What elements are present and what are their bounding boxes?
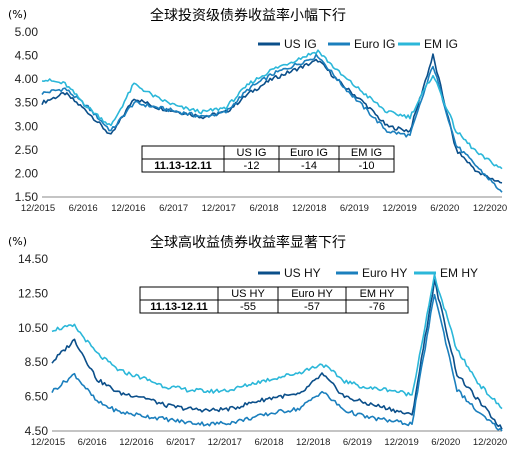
x-tick-label: 12/2016 [119, 437, 153, 448]
table-period: 11.13-12.11 [154, 160, 212, 172]
x-tick-label: 12/2017 [202, 203, 236, 214]
x-tick-label: 6/2018 [249, 203, 278, 214]
series-line-us-ig [41, 53, 503, 184]
change-table: 11.13-12.11 US IG-12 Euro IG-14 EM IG-10 [141, 145, 395, 173]
ig-yield-chart: 全球投资级债券收益率小幅下行 (%) 5.00 4.50 4.00 3.50 3.00 2.5… [8, 7, 507, 214]
y-tick-label: 3.00 [15, 119, 39, 133]
table-value: -76 [369, 301, 385, 313]
change-table: 11.13-12.11 US HY-55 Euro HY-57 EM HY-76 [139, 286, 409, 314]
x-tick-label: 6/2017 [159, 203, 188, 214]
y-tick-label: 14.50 [18, 252, 48, 266]
x-tick-label: 6/2016 [78, 437, 107, 448]
y-tick-label: 5.00 [15, 25, 39, 39]
x-tick-label: 6/2020 [431, 437, 460, 448]
x-tick-label: 6/2020 [430, 203, 459, 214]
y-tick-label: 10.50 [18, 321, 48, 335]
table-value: -10 [359, 160, 375, 172]
table-value: -14 [301, 160, 317, 172]
y-unit-label: (%) [8, 8, 27, 21]
y-tick-label: 4.00 [15, 72, 39, 86]
x-tick-label: 6/2019 [343, 437, 372, 448]
table-header: US HY [231, 288, 265, 300]
x-tick-label: 12/2016 [111, 203, 145, 214]
x-tick-label: 6/2019 [340, 203, 369, 214]
x-tick-label: 12/2019 [382, 203, 416, 214]
x-tick-label: 12/2015 [31, 437, 65, 448]
table-header: EM IG [351, 147, 382, 159]
table-header: EM HY [360, 288, 396, 300]
table-header: US IG [237, 147, 267, 159]
legend-entry: US HY [284, 266, 321, 280]
y-tick-label: 4.50 [15, 49, 39, 63]
x-tick-label: 12/2019 [384, 437, 418, 448]
x-tick-label: 12/2018 [292, 203, 326, 214]
table-value: -57 [304, 301, 320, 313]
series-line-euro-hy [51, 293, 503, 432]
x-tick-label: 12/2020 [473, 437, 507, 448]
y-tick-label: 8.50 [25, 355, 49, 369]
y-tick-label: 6.50 [25, 390, 49, 404]
series-line-em-ig [41, 49, 503, 170]
hy-yield-chart: 全球高收益债券收益率显著下行 (%) 14.50 12.50 10.50 8.50 6.50… [8, 234, 507, 448]
x-tick-label: 12/2018 [296, 437, 330, 448]
table-value: -12 [244, 160, 260, 172]
table-header: Euro HY [291, 288, 333, 300]
y-tick-label: 3.50 [15, 96, 39, 110]
chart-title: 全球投资级债券收益率小幅下行 [150, 7, 346, 24]
table-header: Euro IG [290, 147, 328, 159]
y-tick-label: 1.50 [15, 190, 39, 204]
x-tick-label: 12/2017 [208, 437, 242, 448]
legend-entry: US IG [284, 37, 317, 51]
legend-entry: Euro HY [362, 266, 407, 280]
legend-entry: EM IG [424, 37, 458, 51]
y-tick-label: 2.50 [15, 143, 39, 157]
table-period: 11.13-12.11 [150, 301, 208, 313]
x-tick-label: 12/2015 [21, 203, 55, 214]
chart-title: 全球高收益债券收益率显著下行 [150, 234, 346, 251]
legend-entry: EM HY [440, 266, 478, 280]
x-tick-label: 6/2017 [166, 437, 195, 448]
y-tick-label: 12.50 [18, 286, 48, 300]
y-unit-label: (%) [8, 235, 27, 248]
y-tick-label: 2.00 [15, 166, 39, 180]
series-line-em-hy [51, 273, 503, 410]
x-tick-label: 12/2020 [473, 203, 507, 214]
x-tick-label: 6/2018 [254, 437, 283, 448]
legend-entry: Euro IG [354, 37, 395, 51]
y-tick-label: 4.50 [25, 424, 49, 438]
x-tick-label: 6/2016 [69, 203, 98, 214]
table-value: -55 [240, 301, 256, 313]
series-line-us-hy [51, 279, 503, 430]
